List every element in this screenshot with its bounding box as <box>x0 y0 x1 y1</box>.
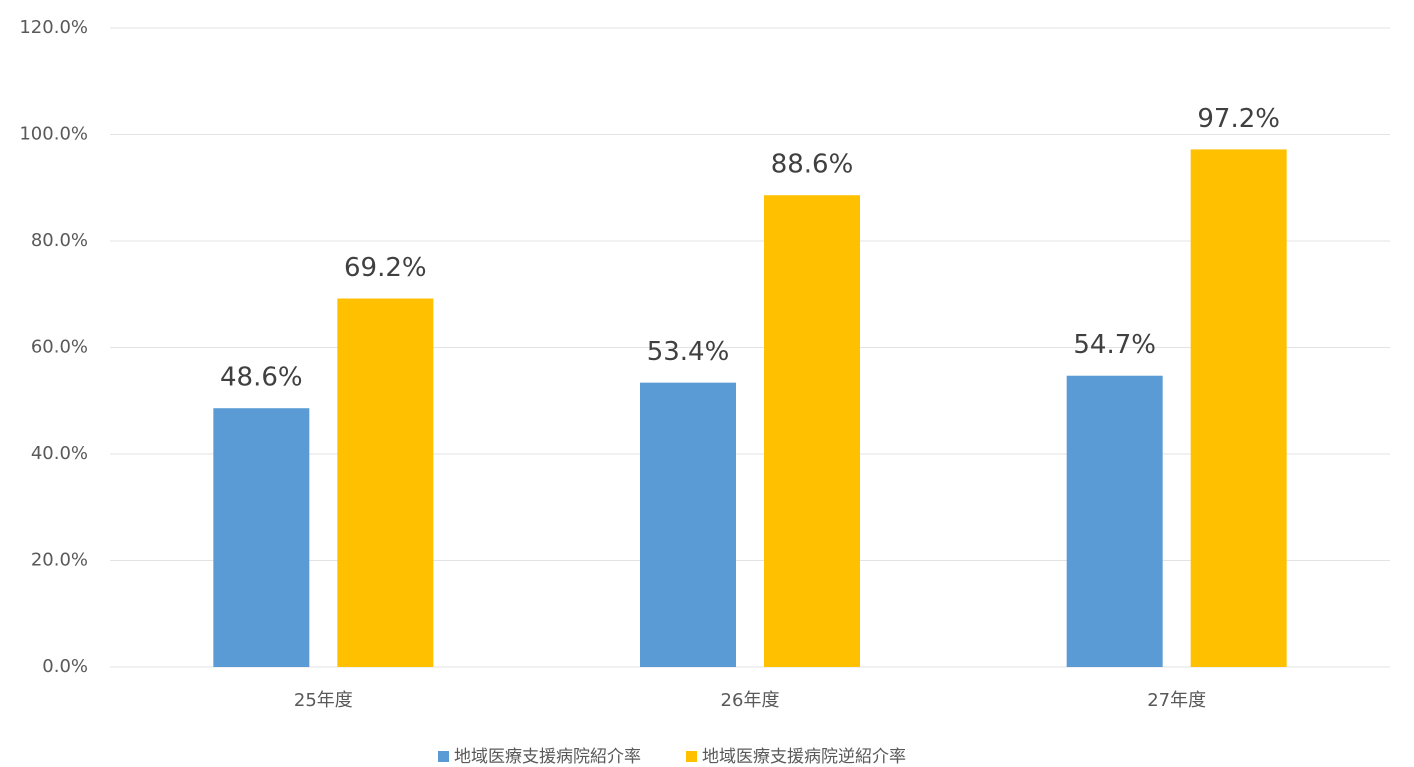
value-label: 54.7% <box>1073 330 1156 360</box>
legend-swatch <box>438 751 449 762</box>
y-tick-label: 40.0% <box>31 443 88 464</box>
bar <box>337 298 434 667</box>
y-tick-label: 120.0% <box>19 17 88 38</box>
legend-swatch <box>686 751 697 762</box>
value-label: 48.6% <box>220 363 303 393</box>
y-tick-label: 80.0% <box>31 230 88 251</box>
legend-label: 地域医療支援病院逆紹介率 <box>702 747 906 767</box>
value-label: 69.2% <box>344 253 427 283</box>
bar <box>1066 375 1163 667</box>
y-tick-label: 20.0% <box>31 550 88 571</box>
x-tick-label: 25年度 <box>294 690 353 711</box>
legend-label: 地域医療支援病院紹介率 <box>454 747 641 767</box>
bar <box>1190 149 1287 667</box>
value-label: 97.2% <box>1197 104 1280 134</box>
y-tick-label: 0.0% <box>42 656 88 677</box>
bar <box>213 408 310 667</box>
bar <box>764 195 860 667</box>
y-tick-label: 100.0% <box>19 124 88 145</box>
bar <box>640 382 736 667</box>
x-tick-label: 26年度 <box>721 690 780 711</box>
value-label: 53.4% <box>647 337 730 367</box>
value-label: 88.6% <box>771 150 854 180</box>
x-tick-label: 27年度 <box>1147 690 1206 711</box>
y-tick-label: 60.0% <box>31 337 88 358</box>
